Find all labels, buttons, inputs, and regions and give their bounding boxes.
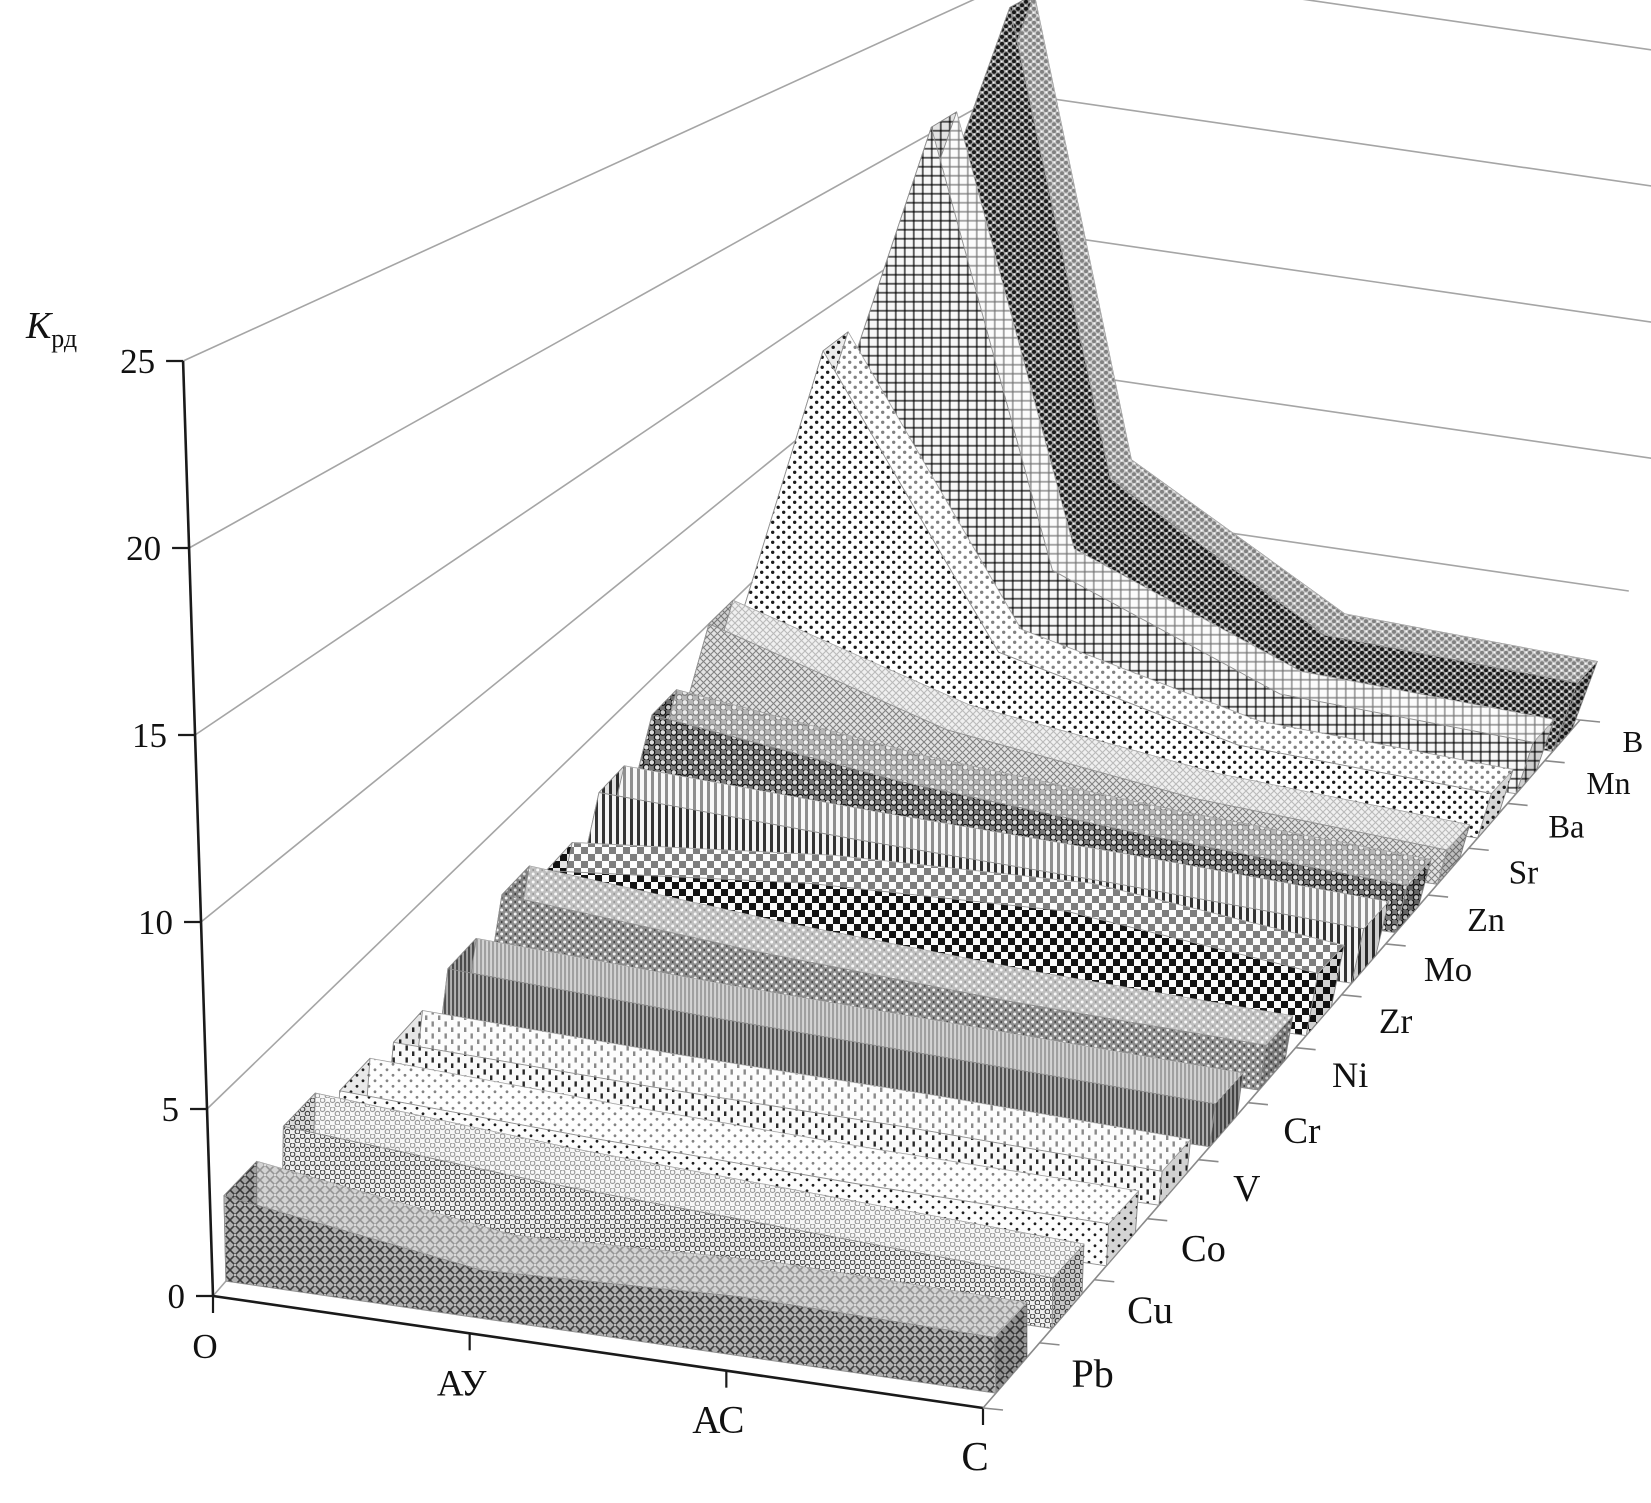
series-label-Ni: Ni [1332, 1055, 1368, 1095]
series-tick-6 [1295, 1046, 1316, 1051]
series-label-Zn: Zn [1467, 902, 1505, 939]
ribbon-end-cap-Sr-shade [1437, 824, 1470, 885]
series-tick-7 [1341, 993, 1362, 998]
value-axis-title: Крд [25, 305, 77, 353]
ribbon-top-face-Zn-shade [652, 689, 1432, 886]
ribbon-end-cap-Cu-shade [1052, 1244, 1084, 1329]
series-tick-3 [1147, 1217, 1168, 1222]
series-label-Co: Co [1181, 1228, 1226, 1270]
ribbon-end-cap-Ni-shade [1258, 1015, 1293, 1091]
ribbon-top-face-Pb-shade [223, 1161, 1027, 1338]
series-ribbon-Pb [223, 1160, 1028, 1394]
series-tick-10 [1468, 847, 1489, 852]
series-label-Pb: Pb [1071, 1351, 1113, 1396]
category-label-0: О [192, 1327, 217, 1366]
value-tick-label-0: 0 [168, 1277, 186, 1316]
series-tick-5 [1247, 1101, 1269, 1106]
value-tick-label-25: 25 [120, 342, 155, 381]
ribbon-top-face-Zr-shade [546, 842, 1345, 974]
category-label-1: АУ [437, 1363, 487, 1404]
series-tick-2 [1094, 1278, 1115, 1283]
ribbon-top-face-Cr-shade [447, 938, 1243, 1104]
ribbon-top-face-Ba-shade [823, 331, 1514, 794]
series-label-Ba: Ba [1548, 810, 1584, 846]
series-label-V: V [1233, 1168, 1260, 1210]
series-tick-9 [1428, 894, 1449, 898]
value-tick-label-10: 10 [138, 903, 173, 942]
series-tick-4 [1198, 1158, 1219, 1163]
category-axis-line [212, 1294, 984, 1410]
series-tick-12 [1544, 759, 1565, 764]
ribbon-top-face-Cu-shade [283, 1093, 1084, 1278]
ribbon-side-face-Cr [439, 968, 1216, 1148]
series-label-Cu: Cu [1127, 1288, 1173, 1332]
series-ribbons [223, 0, 1598, 1394]
ribbon-top-face-Sr-shade [709, 600, 1470, 851]
ribbon-top-face-Ni-shade [501, 865, 1293, 1046]
series-label-Mo: Mo [1424, 950, 1472, 989]
category-label-2: АС [692, 1399, 744, 1442]
series-label-B: B [1623, 724, 1644, 759]
series-tick-13 [1579, 719, 1601, 723]
ribbon-side-face-Sr [666, 623, 1448, 885]
axis-ticks [166, 359, 1601, 1425]
series-tick-8 [1385, 943, 1406, 947]
ribbon-end-cap-Co-shade [1106, 1190, 1139, 1266]
ribbon-end-cap-Mn-shade [1516, 719, 1555, 794]
ribbon-end-cap-V-shade [1158, 1139, 1191, 1206]
ribbon-side-face-Ni [488, 894, 1267, 1091]
ribbon-top-face-Mn-shade [931, 111, 1555, 743]
ribbon-top-face-Mo-shade [599, 765, 1389, 929]
value-tick-label-20: 20 [126, 529, 161, 568]
series-tick-1 [1039, 1342, 1060, 1346]
series-label-Zr: Zr [1379, 1001, 1413, 1041]
series-ribbon-Ni [488, 865, 1294, 1091]
value-tick-label-15: 15 [132, 716, 167, 755]
series-label-Sr: Sr [1509, 854, 1539, 891]
series-tick-0 [982, 1407, 1004, 1411]
value-axis-line [181, 360, 215, 1297]
ribbon-end-cap-Ba-shade [1477, 769, 1514, 838]
value-tick-label-5: 5 [162, 1090, 180, 1129]
ribbon-top-face-V-shade [393, 1010, 1191, 1172]
ribbon-end-cap-Pb-shade [994, 1302, 1027, 1394]
ribbon-top-face-Co-shade [339, 1058, 1139, 1224]
series-label-Cr: Cr [1283, 1111, 1320, 1152]
category-label-3: С [961, 1433, 988, 1479]
series-tick-11 [1507, 802, 1528, 807]
series-label-Mn: Mn [1586, 766, 1630, 801]
ribbon-end-cap-Zn-shade [1395, 859, 1432, 933]
ribbon-top-face-B-shade [1009, 0, 1598, 683]
series-ribbon-Cr [439, 937, 1244, 1148]
ribbon-end-cap-Zr-shade [1306, 945, 1345, 1036]
ribbon-end-cap-B-shade [1552, 661, 1598, 752]
ribbon-end-cap-Mo-shade [1351, 901, 1389, 984]
ribbon-side-face-Pb [223, 1195, 997, 1394]
gridline-25 [182, 0, 1651, 362]
ribbon-end-cap-Cr-shade [1209, 1073, 1243, 1147]
